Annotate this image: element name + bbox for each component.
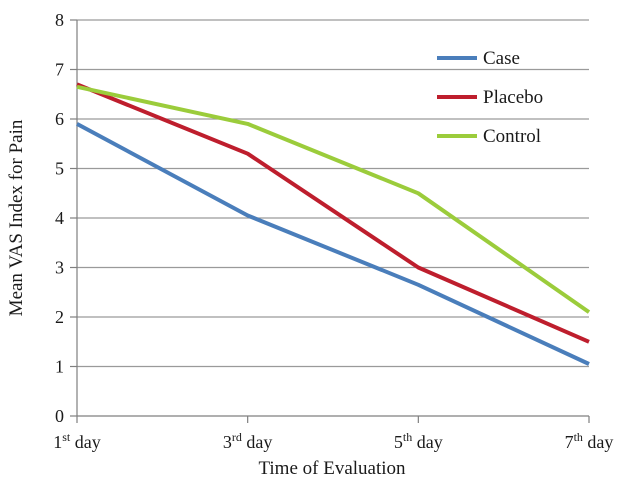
legend: Case Placebo Control — [437, 48, 543, 147]
y-tick-label: 3 — [55, 258, 64, 278]
legend-label-placebo: Placebo — [483, 87, 543, 108]
y-axis-label: Mean VAS Index for Pain — [6, 119, 27, 316]
series-line-control — [76, 84, 591, 314]
series-lines — [76, 82, 591, 366]
x-tick-label: 5th day — [394, 430, 443, 452]
y-tick-label: 6 — [55, 109, 64, 129]
legend-label-control: Control — [483, 126, 541, 147]
x-tick-labels: 1st day 3rd day 5th day 7th day — [53, 430, 613, 452]
axes — [70, 19, 590, 423]
series-line-placebo — [76, 82, 590, 344]
legend-label-case: Case — [483, 48, 520, 69]
x-axis-label: Time of Evaluation — [258, 458, 406, 479]
y-tick-label: 8 — [55, 10, 64, 30]
y-tick-label: 1 — [55, 357, 64, 377]
x-tick-label: 1st day — [53, 430, 101, 452]
y-tick-labels: 0 1 2 3 4 5 6 7 8 — [55, 10, 64, 426]
x-tick-label: 3rd day — [223, 430, 273, 452]
series-line-case — [76, 122, 590, 366]
y-tick-label: 2 — [55, 307, 64, 327]
y-tick-label: 0 — [55, 406, 64, 426]
x-tick-label: 7th day — [565, 430, 614, 452]
gridlines — [77, 19, 589, 368]
y-tick-label: 5 — [55, 159, 64, 179]
y-tick-label: 7 — [55, 60, 64, 80]
y-tick-label: 4 — [55, 208, 64, 228]
